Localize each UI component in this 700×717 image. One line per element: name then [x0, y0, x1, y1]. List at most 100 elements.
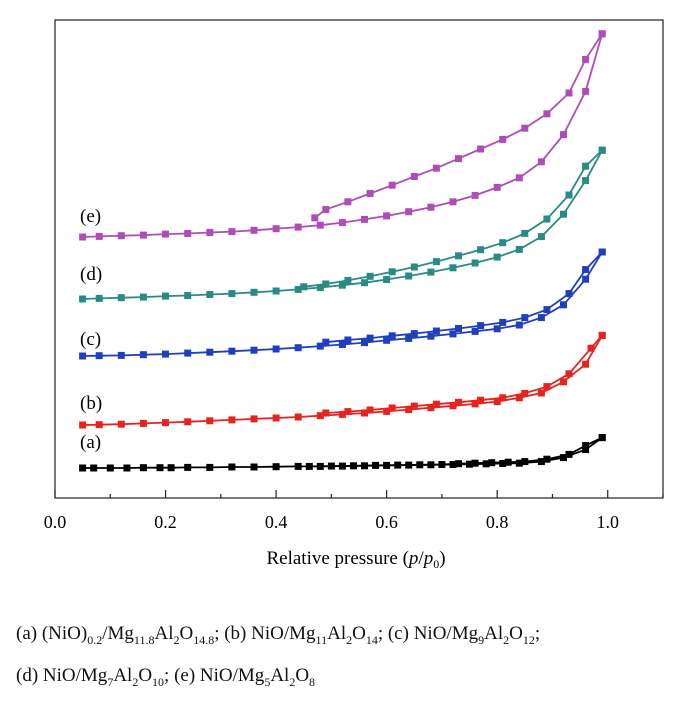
x-axis-tick-labels: 0.0 0.2 0.4 0.6 0.8 1.0	[44, 512, 619, 532]
adsorption-point	[184, 463, 192, 471]
adsorption-point	[184, 418, 192, 426]
adsorption-point	[316, 412, 324, 420]
adsorption-point	[95, 352, 103, 360]
adsorption-point	[139, 464, 147, 472]
adsorption-point	[449, 330, 457, 338]
series-b	[79, 331, 606, 429]
desorption-point	[543, 215, 551, 223]
caption-text: Al	[270, 665, 290, 686]
adsorption-point	[139, 351, 147, 359]
x-tick-label: 0.2	[154, 512, 177, 532]
desorption-point	[598, 146, 606, 154]
desorption-point	[582, 55, 590, 63]
caption-text: O	[179, 623, 194, 644]
desorption-point	[388, 404, 396, 412]
adsorption-point	[316, 284, 324, 291]
desorption-point	[372, 461, 380, 469]
desorption-point	[582, 266, 590, 274]
caption-text: Al	[327, 623, 347, 644]
series-label: (b)	[80, 393, 102, 414]
adsorption-point	[449, 198, 457, 206]
adsorption-point	[228, 416, 236, 424]
desorption-point	[521, 458, 529, 466]
adsorption-point	[515, 321, 523, 329]
adsorption-point	[383, 276, 391, 283]
desorption-line	[325, 251, 603, 344]
adsorption-point	[206, 229, 214, 236]
desorption-point	[322, 409, 330, 417]
caption-text: O	[509, 623, 523, 644]
desorption-point	[598, 248, 606, 256]
adsorption-point	[250, 463, 258, 471]
adsorption-point	[162, 292, 169, 300]
desorption-point	[499, 135, 507, 143]
adsorption-point	[493, 398, 501, 406]
adsorption-point	[515, 245, 523, 253]
adsorption-point	[79, 464, 87, 472]
adsorption-point	[162, 419, 169, 427]
adsorption-point	[117, 351, 125, 359]
desorption-point	[499, 239, 507, 247]
adsorption-point	[537, 314, 545, 322]
adsorption-point	[95, 294, 103, 302]
adsorption-point	[316, 221, 324, 229]
desorption-point	[521, 124, 529, 132]
caption-subscript: 11	[315, 632, 328, 647]
desorption-point	[350, 462, 357, 470]
adsorption-point	[294, 344, 302, 352]
adsorption-point	[206, 348, 214, 356]
caption-text: Al	[154, 623, 174, 644]
series-label: (e)	[80, 206, 101, 227]
adsorption-point	[383, 336, 391, 344]
adsorption-point	[427, 203, 435, 211]
adsorption-point	[537, 158, 545, 166]
adsorption-point	[272, 225, 280, 233]
adsorption-point	[228, 228, 236, 236]
adsorption-line	[82, 33, 604, 238]
adsorption-point	[471, 327, 479, 335]
desorption-point	[455, 252, 462, 260]
plot-frame	[54, 19, 664, 499]
adsorption-point	[471, 400, 479, 408]
adsorption-point	[499, 460, 507, 467]
adsorption-point	[361, 409, 368, 417]
desorption-line	[325, 334, 603, 414]
x-axis-label: Relative pressure (p/p0)	[266, 548, 445, 571]
adsorption-point	[139, 293, 147, 301]
adsorption-point	[156, 464, 164, 472]
adsorption-point	[560, 378, 567, 386]
caption-line-2: (d) NiO/Mg7Al2O10; (e) NiO/Mg5Al2O8	[16, 664, 315, 694]
adsorption-point	[537, 389, 545, 397]
adsorption-point	[560, 301, 567, 309]
desorption-point	[322, 280, 330, 288]
adsorption-point	[515, 459, 523, 467]
adsorption-point	[139, 231, 147, 239]
adsorption-point	[250, 288, 258, 296]
desorption-point	[327, 462, 335, 470]
adsorption-point	[95, 421, 103, 429]
desorption-point	[543, 383, 551, 391]
desorption-point	[344, 198, 352, 206]
desorption-point	[477, 322, 485, 330]
desorption-point	[388, 332, 396, 340]
adsorption-point	[482, 460, 490, 468]
adsorption-point	[184, 292, 192, 299]
adsorption-point	[206, 417, 214, 425]
adsorption-point	[250, 415, 258, 423]
desorption-point	[521, 389, 529, 397]
adsorption-point	[405, 334, 413, 342]
caption-subscript: 8	[309, 674, 316, 689]
desorption-point	[366, 190, 374, 197]
isotherm-chart: 0.0 0.2 0.4 0.6 0.8 1.0 Relative pressure (p/…	[44, 19, 664, 571]
adsorption-point	[582, 87, 590, 95]
caption-text: ; (e) NiO/Mg	[164, 665, 265, 686]
adsorption-point	[79, 421, 87, 429]
series-d	[79, 146, 606, 303]
caption-text: O	[352, 623, 366, 644]
caption-subscript: 0.2	[87, 632, 103, 647]
caption-subscript: 14.8	[193, 632, 215, 647]
adsorption-point	[560, 454, 567, 462]
adsorption-point	[361, 339, 368, 347]
adsorption-point	[449, 264, 457, 272]
desorption-point	[305, 462, 313, 470]
